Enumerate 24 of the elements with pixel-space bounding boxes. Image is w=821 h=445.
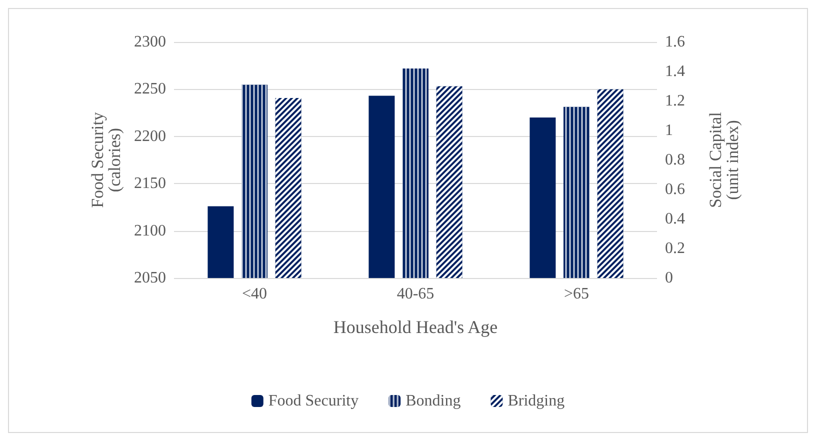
y2-tick-label: 1 <box>665 122 673 139</box>
legend-label: Food Security <box>268 392 359 410</box>
y-axis-title: Food Security (calories) <box>88 112 124 208</box>
y2-axis-title: Social Capital (unit index) <box>706 112 742 208</box>
y-tick-label: 2150 <box>134 175 166 192</box>
y2-tick-label: 0.6 <box>665 181 685 198</box>
y-tick-label: 2050 <box>134 270 166 286</box>
y2-tick-label: 1.4 <box>665 63 685 80</box>
x-axis-title: Household Head's Age <box>333 317 498 337</box>
y2-tick-label: 0 <box>665 270 673 286</box>
y-tick-label: 2300 <box>134 34 166 50</box>
y2-tick-label: 0.4 <box>665 210 685 228</box>
y-tick-label: 2200 <box>134 128 166 145</box>
y2-tick-label: 0.2 <box>665 240 685 257</box>
y-tick-label: 2250 <box>134 80 166 98</box>
y-tick-label: 2100 <box>134 222 166 240</box>
x-tick-label: >65 <box>564 286 590 302</box>
x-tick-label: <40 <box>242 286 268 302</box>
y2-tick-label: 1.2 <box>665 92 685 110</box>
legend-label: Bonding <box>406 392 461 410</box>
y2-tick-label: 0.8 <box>665 152 685 168</box>
y2-tick-label: 1.6 <box>665 34 685 50</box>
x-tick-label: 40-65 <box>396 286 434 302</box>
legend-label: Bridging <box>508 392 565 410</box>
